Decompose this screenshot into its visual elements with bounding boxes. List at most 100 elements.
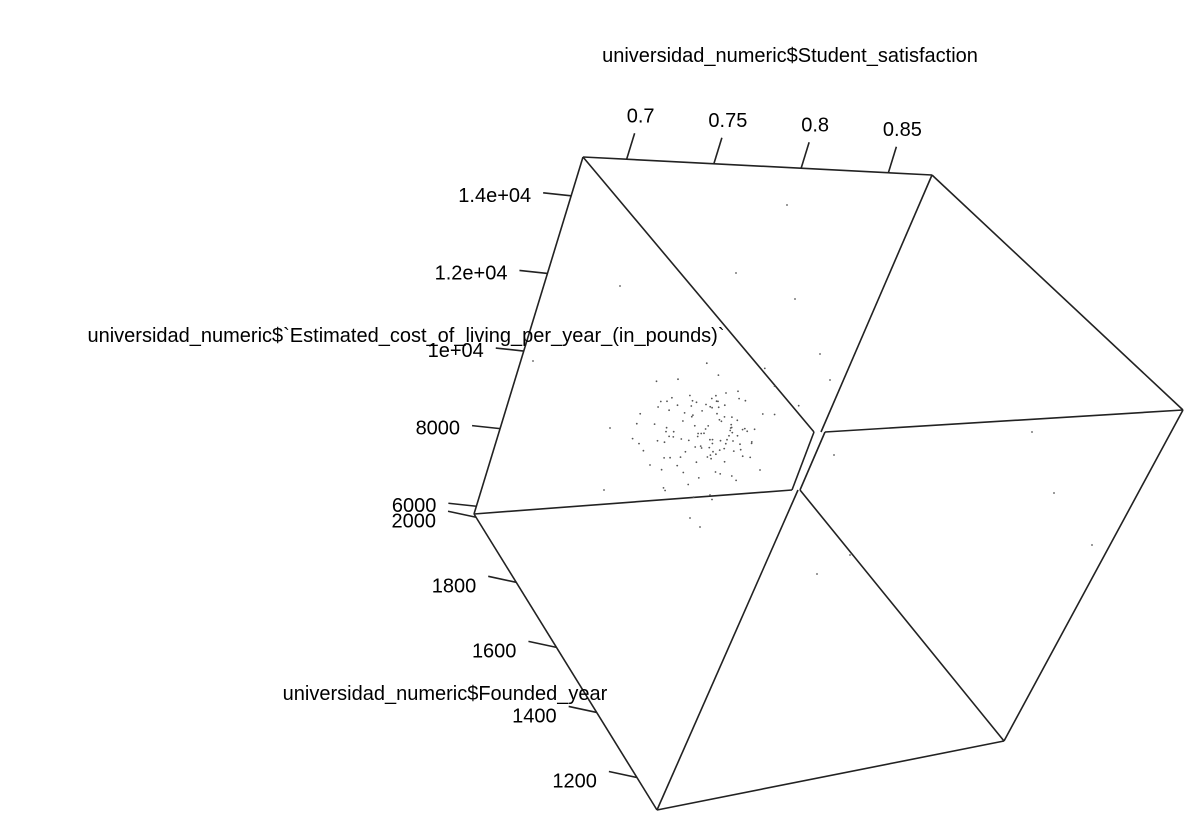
data-point xyxy=(703,432,705,435)
data-point xyxy=(642,449,645,452)
data-point xyxy=(709,454,712,456)
cube-edge-inner-1 xyxy=(582,156,815,433)
cube-edge-inner-8 xyxy=(799,431,826,491)
data-point xyxy=(676,404,679,407)
data-point xyxy=(723,447,726,450)
y-tick-label: 1e+04 xyxy=(428,340,484,362)
data-point xyxy=(696,435,699,438)
data-point xyxy=(724,442,727,445)
data-point xyxy=(728,434,730,437)
data-point xyxy=(660,468,663,471)
data-point xyxy=(763,367,766,370)
data-point xyxy=(712,450,714,453)
data-point xyxy=(603,489,605,491)
z-tick xyxy=(447,510,477,519)
cube-frame xyxy=(473,156,1184,811)
data-point xyxy=(694,446,697,448)
data-point xyxy=(819,353,821,355)
data-point xyxy=(706,456,709,458)
x-tick-label: 0.75 xyxy=(708,110,747,132)
data-point xyxy=(720,420,723,423)
data-point xyxy=(663,457,665,459)
y-tick xyxy=(543,192,572,197)
data-point xyxy=(749,456,752,459)
data-point xyxy=(690,415,693,418)
data-point xyxy=(773,413,776,416)
data-point xyxy=(786,204,788,206)
data-point xyxy=(697,477,700,479)
data-point xyxy=(725,392,727,394)
data-point xyxy=(655,380,658,383)
data-point xyxy=(736,419,739,422)
data-point xyxy=(705,403,707,406)
data-point xyxy=(682,471,685,474)
data-point xyxy=(714,471,717,473)
data-point xyxy=(715,394,717,397)
data-point xyxy=(684,450,687,453)
data-point xyxy=(738,397,740,400)
cube-edge-inner-5 xyxy=(656,489,799,811)
data-point xyxy=(1031,431,1033,433)
data-point xyxy=(718,418,721,421)
data-point xyxy=(816,573,818,575)
data-point xyxy=(680,438,683,440)
data-point xyxy=(666,400,668,403)
data-point xyxy=(663,441,666,444)
data-point xyxy=(719,473,722,475)
data-point xyxy=(664,489,666,492)
data-point xyxy=(704,428,707,430)
x-tick xyxy=(625,133,636,160)
data-point xyxy=(631,437,634,440)
cube-edge-left-lower xyxy=(473,513,658,811)
data-point xyxy=(709,494,711,496)
data-point xyxy=(710,397,713,400)
data-point xyxy=(744,399,747,402)
data-point xyxy=(656,439,659,442)
data-point xyxy=(668,409,670,412)
data-point xyxy=(676,464,679,467)
data-point xyxy=(730,423,733,426)
data-point xyxy=(736,434,739,437)
y-tick-label: 1.2e+04 xyxy=(435,262,508,284)
cube-edge-bottom xyxy=(656,740,1005,811)
data-point xyxy=(695,461,698,464)
data-point xyxy=(639,412,642,415)
x-tick xyxy=(887,146,898,173)
data-point xyxy=(739,448,742,451)
data-point xyxy=(731,416,733,418)
data-point xyxy=(665,430,667,433)
data-point xyxy=(717,374,720,376)
data-point xyxy=(692,496,695,498)
data-point xyxy=(735,479,737,482)
data-point xyxy=(672,430,675,433)
cube-edge-inner-7 xyxy=(791,431,815,491)
cube-edge-right-upper xyxy=(931,174,1184,411)
cube-edge-inner-3 xyxy=(824,409,1184,433)
data-point xyxy=(682,420,684,422)
data-point xyxy=(699,526,701,528)
data-point xyxy=(849,554,851,556)
data-point xyxy=(731,431,734,434)
data-point xyxy=(691,399,694,402)
data-point xyxy=(739,443,741,446)
data-point xyxy=(695,401,698,404)
data-point xyxy=(718,449,721,451)
data-point xyxy=(668,435,670,438)
data-point xyxy=(709,438,711,441)
z-tick-label: 1600 xyxy=(472,640,517,662)
data-point xyxy=(672,436,675,438)
y-tick xyxy=(519,269,548,275)
data-point xyxy=(750,442,753,445)
data-point xyxy=(690,405,693,407)
data-point xyxy=(1053,492,1055,494)
data-point xyxy=(759,469,761,471)
data-point xyxy=(729,427,732,429)
cube-edge-inner-2 xyxy=(820,174,933,433)
data-point xyxy=(737,390,739,393)
data-point xyxy=(687,483,690,486)
y-tick-label: 8000 xyxy=(416,418,461,440)
data-point xyxy=(687,439,690,442)
data-point xyxy=(669,456,671,459)
data-point xyxy=(649,464,651,466)
